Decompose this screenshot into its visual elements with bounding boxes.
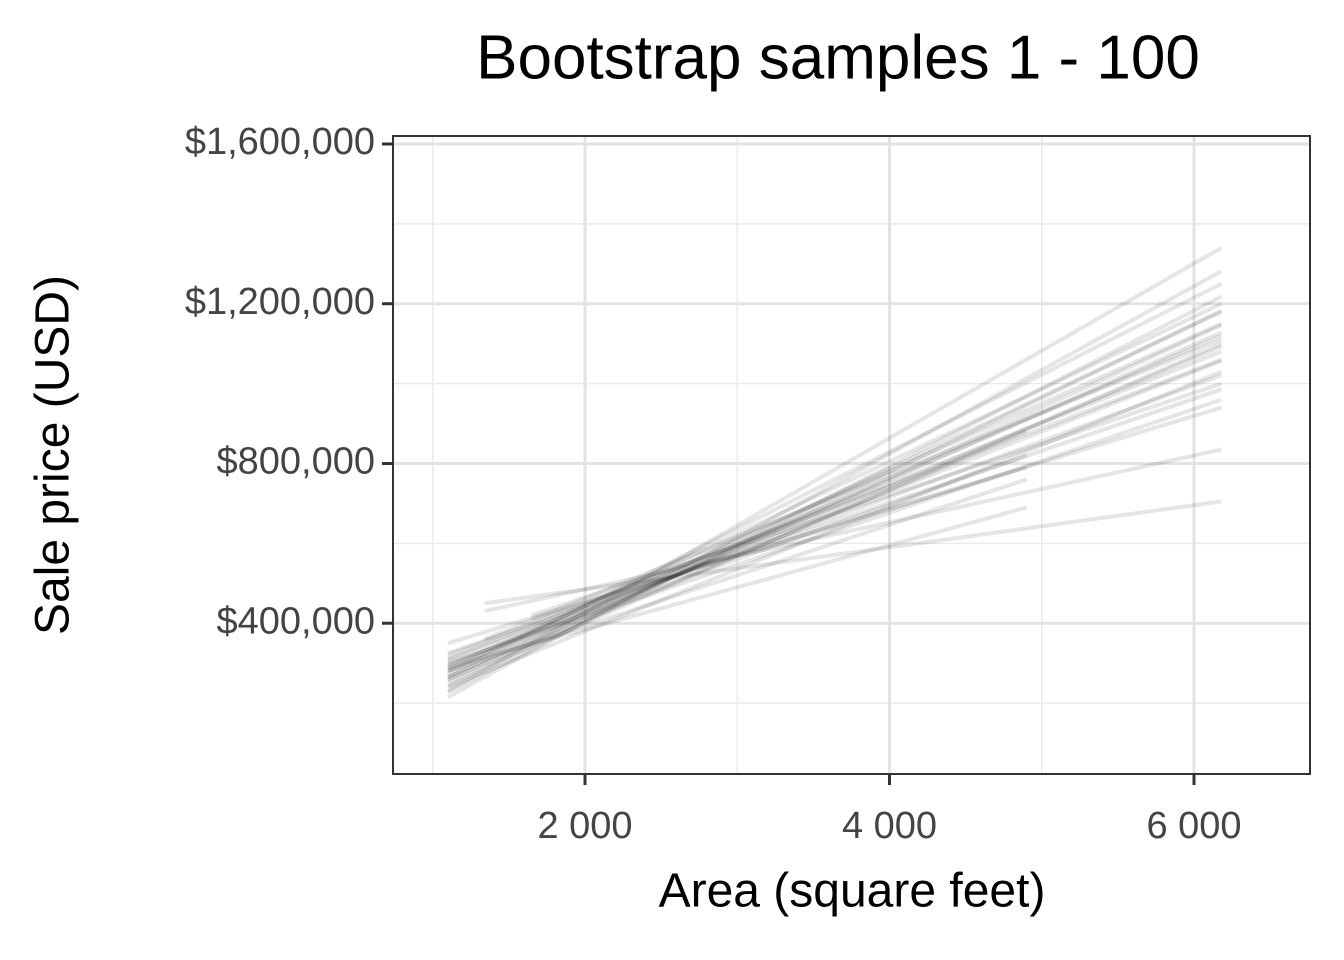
bootstrap-line — [447, 330, 1223, 679]
bootstrap-line — [447, 477, 1028, 674]
bootstrap-line — [484, 447, 1222, 614]
bootstrap-line — [446, 269, 1223, 699]
bootstrap-line — [531, 465, 1028, 622]
bootstrap-line — [483, 337, 1223, 642]
bootstrap-line — [447, 281, 1223, 677]
bootstrap-line — [447, 429, 1028, 681]
y-tick-label: $1,600,000 — [185, 121, 375, 163]
bootstrap-line — [447, 294, 1223, 694]
bootstrap-line — [447, 323, 1223, 682]
bootstrap-line — [447, 341, 1223, 685]
bootstrap-line — [484, 499, 1222, 606]
bootstrap-line — [447, 397, 1223, 666]
plot-border — [392, 135, 1311, 775]
bootstrap-line — [447, 309, 1223, 679]
bootstrap-line — [447, 453, 1028, 666]
y-tick-label: $1,200,000 — [185, 281, 375, 323]
bootstrap-line — [447, 369, 1223, 689]
bootstrap-line — [447, 373, 1223, 662]
bootstrap-line — [447, 321, 1223, 669]
bootstrap-line — [447, 505, 1028, 670]
y-tick-label: $800,000 — [217, 441, 376, 483]
x-tick-label: 4 000 — [842, 805, 937, 847]
y-tick-label: $400,000 — [217, 600, 376, 642]
chart-title: Bootstrap samples 1 - 100 — [476, 23, 1200, 92]
bootstrap-line — [447, 349, 1223, 662]
bootstrap-line — [447, 387, 1223, 656]
bootstrap-line — [447, 357, 1223, 658]
x-axis-title: Area (square feet) — [659, 865, 1046, 918]
x-tick-label: 6 000 — [1146, 805, 1241, 847]
x-tick-label: 2 000 — [537, 805, 632, 847]
bootstrap-line — [446, 246, 1223, 693]
bootstrap-line — [447, 344, 1223, 674]
y-axis-title: Sale price (USD) — [27, 275, 80, 635]
bootstrap-line — [447, 405, 1222, 646]
bootstrap-line — [447, 333, 1223, 672]
bootstrap-line — [531, 381, 1223, 618]
bootstrap-line — [447, 301, 1223, 673]
bootstrap-line — [447, 358, 1223, 668]
bootstrap-line — [447, 309, 1223, 688]
